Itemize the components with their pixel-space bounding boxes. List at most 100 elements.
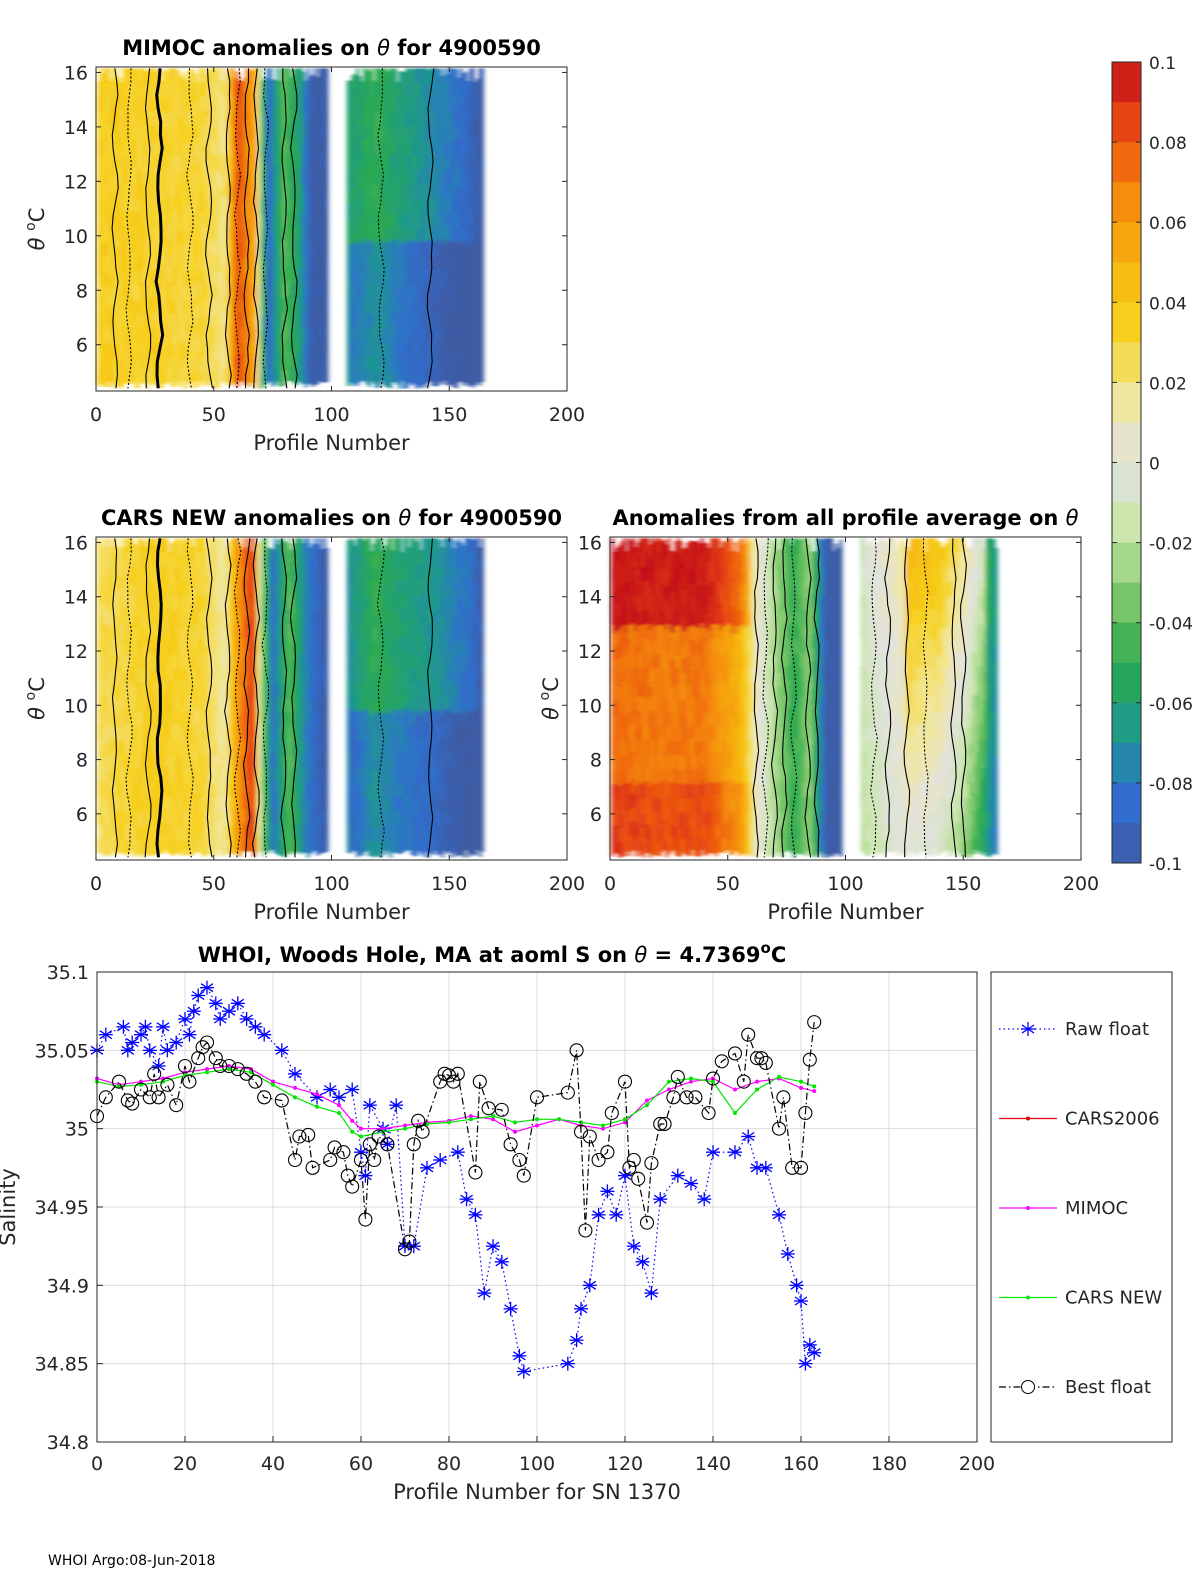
- heatmap-cell: [139, 182, 143, 198]
- heatmap-cell: [318, 324, 322, 339]
- heatmap-cell: [415, 170, 419, 186]
- heatmap-cell: [346, 288, 350, 303]
- heatmap-cell: [165, 794, 169, 810]
- heatmap-cell: [179, 655, 183, 671]
- heatmap-cell: [403, 287, 407, 303]
- heatmap-cell: [163, 169, 167, 185]
- heatmap-cell: [224, 538, 228, 554]
- heatmap-cell: [363, 210, 367, 226]
- heatmap-cell: [113, 373, 117, 388]
- heatmap-cell: [104, 126, 108, 142]
- heatmap-cell: [165, 368, 169, 384]
- heatmap-cell: [184, 840, 188, 856]
- heatmap-cell: [266, 82, 270, 98]
- heatmap-cell: [104, 198, 108, 214]
- heatmap-cell: [229, 768, 233, 784]
- heatmap-cell: [146, 709, 150, 725]
- heatmap-cell: [104, 695, 108, 711]
- heatmap-cell: [403, 373, 407, 389]
- heatmap-cell: [106, 567, 110, 583]
- y-axis-label: θ oC: [23, 208, 49, 251]
- heatmap-cell: [99, 197, 103, 213]
- heatmap-cell: [233, 105, 237, 120]
- heatmap-cell: [238, 203, 242, 218]
- heatmap-cell: [238, 557, 242, 573]
- heatmap-cell: [429, 352, 433, 367]
- y-tick-label: 10: [64, 226, 88, 248]
- heatmap-cell: [412, 268, 416, 284]
- heatmap-cell: [224, 739, 228, 755]
- heatmap-cell: [408, 196, 411, 212]
- heatmap-cell: [219, 811, 223, 827]
- heatmap-cell: [210, 797, 214, 813]
- heatmap-cell: [196, 737, 200, 753]
- heatmap-cell: [170, 126, 174, 142]
- heatmap-cell: [247, 581, 251, 596]
- heatmap-cell: [212, 68, 216, 84]
- heatmap-cell: [240, 299, 244, 314]
- heatmap-cell: [320, 310, 324, 326]
- heatmap-cell: [207, 566, 211, 582]
- heatmap-cell: [229, 367, 233, 383]
- heatmap-cell: [316, 314, 320, 329]
- heatmap-cell: [462, 285, 466, 301]
- heatmap-cell: [170, 270, 174, 286]
- heatmap-cell: [247, 199, 251, 215]
- heatmap-cell: [457, 326, 461, 341]
- heatmap-cell: [219, 653, 223, 669]
- heatmap-cell: [415, 329, 419, 346]
- heatmap-cell: [163, 140, 167, 156]
- heatmap-cell: [151, 595, 155, 611]
- heatmap-cell: [410, 141, 414, 157]
- heatmap-cell: [377, 256, 381, 272]
- heatmap-cell: [280, 183, 284, 199]
- heatmap-cell: [403, 72, 407, 87]
- heatmap-cell: [323, 182, 327, 198]
- heatmap-cell: [259, 184, 263, 200]
- heatmap-cell: [452, 227, 456, 243]
- heatmap-cell: [372, 204, 376, 219]
- heatmap-cell: [172, 68, 176, 84]
- heatmap-cell: [398, 316, 402, 332]
- heatmap-cell: [163, 835, 167, 851]
- heatmap-cell: [99, 824, 103, 839]
- heatmap-cell: [259, 330, 263, 346]
- heatmap-cell: [205, 631, 209, 647]
- heatmap-cell: [184, 157, 188, 173]
- heatmap-cell: [353, 326, 357, 342]
- heatmap-cell: [158, 99, 162, 115]
- heatmap-cell: [443, 295, 447, 311]
- heatmap-cell: [207, 355, 211, 371]
- heatmap-cell: [379, 224, 383, 240]
- heatmap-cell: [438, 69, 442, 84]
- heatmap-cell: [141, 782, 145, 798]
- heatmap-cell: [184, 186, 188, 202]
- heatmap-cell: [179, 372, 183, 388]
- heatmap-cell: [320, 125, 324, 141]
- heatmap-cell: [158, 752, 162, 768]
- heatmap-cell: [389, 184, 393, 200]
- heatmap-cell: [462, 328, 466, 344]
- heatmap-cell: [445, 257, 449, 273]
- heatmap-cell: [471, 68, 475, 84]
- heatmap-cell: [130, 807, 134, 823]
- heatmap-cell: [120, 638, 124, 654]
- heatmap-cell: [186, 369, 190, 384]
- heatmap-cell: [179, 726, 183, 742]
- heatmap-cell: [271, 344, 275, 359]
- heatmap-cell: [174, 709, 178, 725]
- heatmap-cell: [146, 373, 150, 389]
- heatmap-cell: [400, 296, 404, 311]
- heatmap-cell: [438, 239, 442, 255]
- heatmap-cell: [462, 243, 466, 259]
- heatmap-cell: [266, 111, 270, 127]
- heatmap-cell: [311, 173, 315, 189]
- heatmap-cell: [252, 139, 256, 155]
- heatmap-cell: [297, 238, 301, 254]
- heatmap-cell: [160, 567, 164, 582]
- heatmap-cell: [445, 328, 449, 343]
- heatmap-cell: [473, 109, 477, 124]
- heatmap-cell: [313, 226, 317, 242]
- contour-line: [377, 68, 385, 389]
- heatmap-cell: [384, 314, 388, 330]
